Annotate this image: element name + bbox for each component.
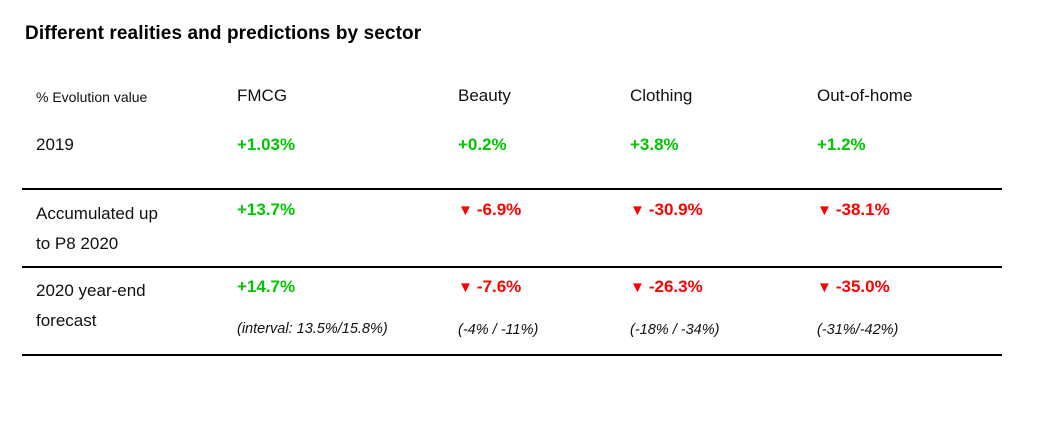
row-label-line: forecast bbox=[36, 311, 97, 330]
value-fmcg-accumulated: +13.7% bbox=[237, 199, 458, 266]
row-label-line: Accumulated up bbox=[36, 204, 158, 223]
table-row-accumulated: Accumulated up to P8 2020 +13.7% ▼ -6.9% … bbox=[22, 188, 1002, 266]
row-header-title: % Evolution value bbox=[36, 89, 148, 105]
column-header-beauty: Beauty bbox=[458, 86, 511, 105]
down-triangle-icon: ▼ bbox=[458, 279, 473, 296]
value-clothing-2019: +3.8% bbox=[630, 134, 817, 188]
down-triangle-icon: ▼ bbox=[458, 202, 473, 219]
column-header-out-of-home: Out-of-home bbox=[817, 86, 913, 105]
value-text: -38.1% bbox=[835, 200, 890, 219]
value-text: -35.0% bbox=[835, 277, 890, 296]
interval-fmcg: (interval: 13.5%/15.8%) bbox=[237, 321, 388, 337]
row-label-accumulated: Accumulated up to P8 2020 bbox=[22, 199, 237, 266]
column-header-clothing: Clothing bbox=[630, 86, 693, 105]
value-text: +0.2% bbox=[458, 135, 507, 154]
column-header-fmcg: FMCG bbox=[237, 86, 288, 105]
value-text: -26.3% bbox=[648, 277, 703, 296]
value-clothing-forecast: ▼ -26.3% (-18% / -34%) bbox=[630, 276, 817, 354]
interval-clothing: (-18% / -34%) bbox=[630, 322, 720, 338]
row-label-line: 2020 year-end bbox=[36, 281, 146, 300]
value-fmcg-2019: +1.03% bbox=[237, 134, 458, 188]
table-row-forecast: 2020 year-end forecast +14.7% (interval:… bbox=[22, 266, 1002, 356]
value-text: +13.7% bbox=[237, 200, 296, 219]
value-text: -7.6% bbox=[476, 277, 522, 296]
value-out-of-home-accumulated: ▼ -38.1% bbox=[817, 199, 1002, 266]
value-out-of-home-forecast: ▼ -35.0% (-31%/-42%) bbox=[817, 276, 1002, 354]
value-text: +1.2% bbox=[817, 135, 866, 154]
value-text: +1.03% bbox=[237, 135, 296, 154]
value-beauty-2019: +0.2% bbox=[458, 134, 630, 188]
value-text: -6.9% bbox=[476, 200, 522, 219]
row-label-line: 2019 bbox=[36, 135, 74, 154]
table-row-2019: 2019 +1.03% +0.2% +3.8% +1.2% bbox=[22, 128, 1002, 188]
table-header-row: % Evolution value FMCG Beauty Clothing O… bbox=[22, 80, 1002, 128]
value-fmcg-forecast: +14.7% (interval: 13.5%/15.8%) bbox=[237, 276, 458, 354]
down-triangle-icon: ▼ bbox=[630, 279, 645, 296]
row-label-line: to P8 2020 bbox=[36, 234, 119, 253]
down-triangle-icon: ▼ bbox=[630, 202, 645, 219]
interval-out-of-home: (-31%/-42%) bbox=[817, 322, 899, 338]
value-text: -30.9% bbox=[648, 200, 703, 219]
down-triangle-icon: ▼ bbox=[817, 202, 832, 219]
sector-table: % Evolution value FMCG Beauty Clothing O… bbox=[22, 80, 1002, 356]
value-beauty-accumulated: ▼ -6.9% bbox=[458, 199, 630, 266]
value-out-of-home-2019: +1.2% bbox=[817, 134, 1002, 188]
value-beauty-forecast: ▼ -7.6% (-4% / -11%) bbox=[458, 276, 630, 354]
value-clothing-accumulated: ▼ -30.9% bbox=[630, 199, 817, 266]
row-label-2019: 2019 bbox=[22, 134, 237, 188]
down-triangle-icon: ▼ bbox=[817, 279, 832, 296]
value-text: +14.7% bbox=[237, 277, 296, 296]
interval-beauty: (-4% / -11%) bbox=[458, 322, 539, 338]
row-label-forecast: 2020 year-end forecast bbox=[22, 276, 237, 354]
value-text: +3.8% bbox=[630, 135, 679, 154]
page-title: Different realities and predictions by s… bbox=[25, 23, 422, 44]
